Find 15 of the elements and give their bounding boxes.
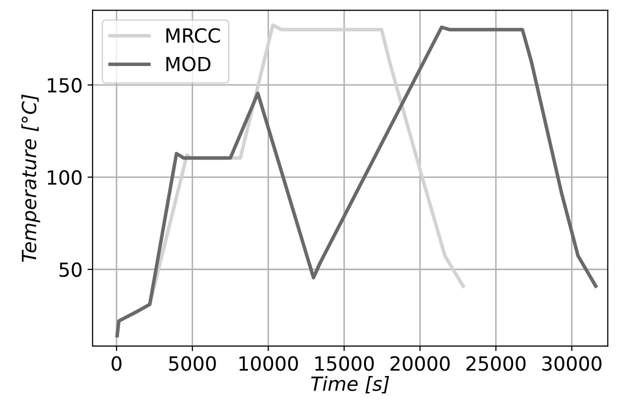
- line-series: [115, 26, 598, 338]
- x-tick-label: 25000: [466, 356, 526, 371]
- x-tick-label: 30000: [542, 356, 602, 371]
- y-tick-label: 50: [60, 262, 82, 278]
- x-tick-label: 0: [112, 356, 122, 371]
- x-tick-label: 10000: [239, 356, 298, 371]
- x-tick-label: 20000: [390, 356, 450, 371]
- x-axis-title: Time [s]: [311, 376, 390, 394]
- x-tick-label: 5000: [169, 356, 216, 371]
- x-tick-label: 15000: [315, 356, 374, 371]
- y-tick-label: 150: [48, 78, 82, 93]
- y-axis-title: Temperature [°C]: [21, 94, 40, 262]
- legend-label: MOD: [166, 56, 210, 72]
- legend-label: MRCC: [166, 28, 220, 43]
- y-tick-label: 100: [48, 170, 82, 185]
